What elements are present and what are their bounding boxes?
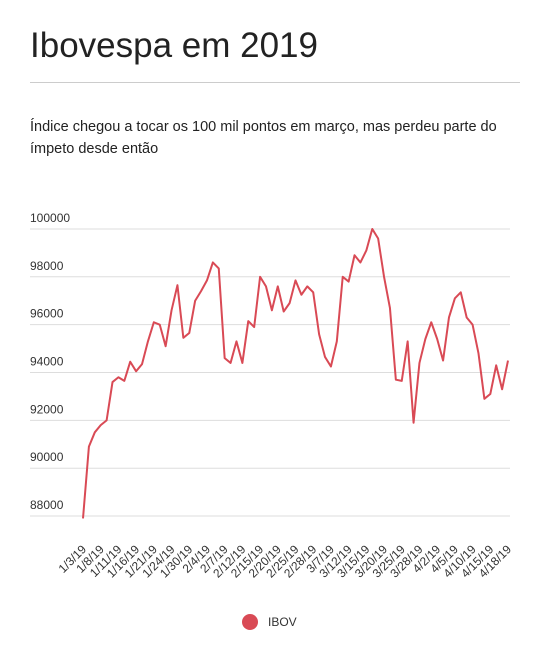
y-tick-label: 90000 [30, 450, 64, 464]
data-line [82, 227, 509, 519]
chart-title: Ibovespa em 2019 [30, 26, 318, 65]
y-tick-label: 88000 [30, 498, 64, 512]
y-tick-label: 100000 [30, 211, 70, 225]
y-tick-label: 98000 [30, 259, 64, 273]
title-rule [30, 82, 520, 83]
chart-subtitle: Índice chegou a tocar os 100 mil pontos … [30, 119, 497, 157]
legend-label: IBOV [268, 615, 297, 629]
y-tick-label: 92000 [30, 402, 64, 416]
y-tick-label: 94000 [30, 355, 64, 369]
legend-swatch [242, 614, 258, 630]
y-tick-label: 96000 [30, 307, 64, 321]
